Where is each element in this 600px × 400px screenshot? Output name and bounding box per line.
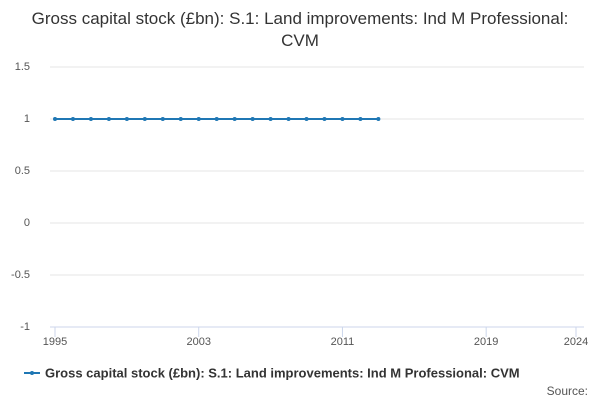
y-tick-label: -1	[20, 321, 30, 333]
x-tick-label: 2003	[186, 336, 210, 348]
y-tick-label: 0.5	[15, 165, 30, 177]
point	[340, 117, 345, 121]
point	[232, 117, 237, 121]
point	[250, 117, 255, 121]
y-tick-label: -0.5	[11, 269, 30, 281]
point	[214, 117, 219, 121]
point	[268, 117, 273, 121]
x-tick-label: 1995	[43, 336, 67, 348]
point	[124, 117, 129, 121]
point	[160, 117, 165, 121]
y-tick-label: 1.5	[15, 61, 30, 73]
source: Source:	[547, 384, 588, 398]
point	[178, 117, 183, 121]
point	[106, 117, 111, 121]
point	[304, 117, 309, 121]
chart-title: Gross capital stock (£bn): S.1: Land imp…	[31, 9, 569, 50]
x-tick-label: 2011	[331, 336, 355, 348]
x-tick-label: 2019	[474, 336, 498, 348]
point	[88, 117, 93, 121]
point	[70, 117, 75, 121]
point	[322, 117, 327, 121]
legend-label: Gross capital stock (£bn): S.1: Land imp…	[45, 365, 520, 380]
y-tick-label: 0	[24, 217, 30, 229]
point	[358, 117, 363, 121]
point	[196, 117, 201, 121]
x-tick-label: 2024	[564, 336, 588, 348]
point	[142, 117, 147, 121]
point	[376, 117, 381, 121]
point	[286, 117, 291, 121]
legend-marker	[30, 371, 34, 375]
point	[53, 117, 57, 121]
y-tick-label: 1	[24, 113, 30, 125]
